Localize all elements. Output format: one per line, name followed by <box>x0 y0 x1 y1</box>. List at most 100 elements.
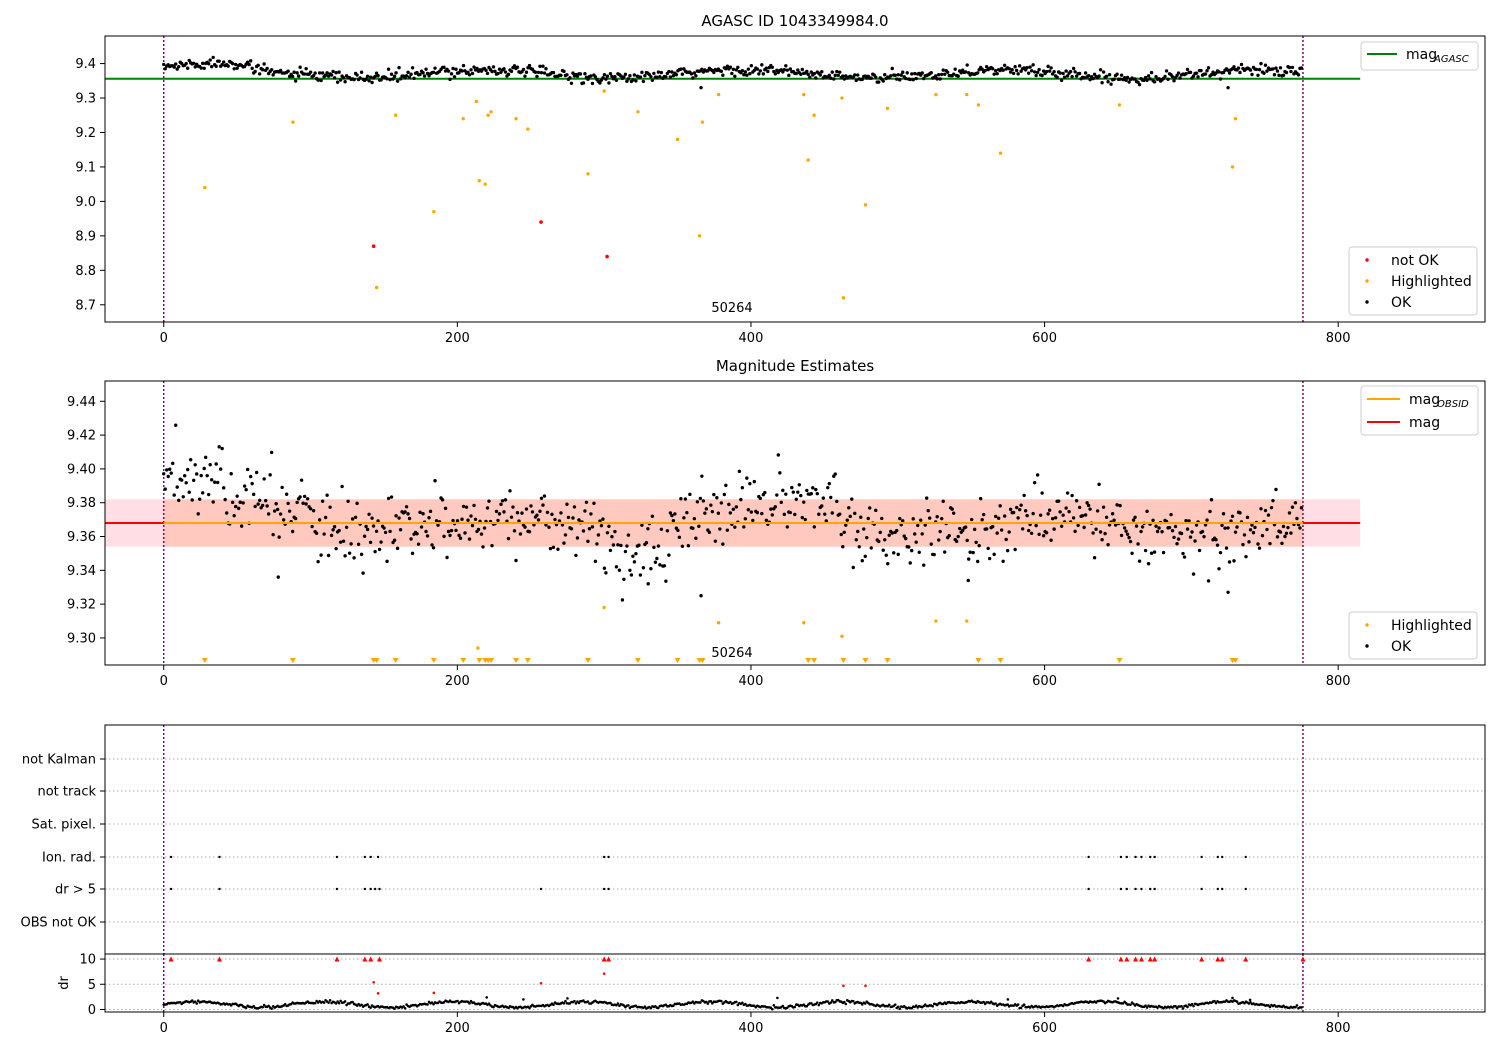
p2-clipped-marker <box>674 658 681 663</box>
p4-dr-clipped-marker <box>1300 956 1306 962</box>
p2-ok-point <box>1238 511 1242 515</box>
p2-ok-point <box>325 493 329 497</box>
p1-ok-point <box>448 77 452 82</box>
p2-ok-point <box>751 518 755 523</box>
p1-ok-point <box>226 64 230 68</box>
p2-ok-point <box>1155 529 1160 534</box>
p1-ok-point <box>1127 80 1131 84</box>
p4-dr-point <box>729 1000 732 1004</box>
p2-ok-point <box>1124 529 1128 533</box>
p4-dr-point <box>402 1005 405 1008</box>
p2-ok-point <box>515 511 520 515</box>
p2-ok-point <box>737 469 742 474</box>
p2-ok-point <box>887 533 891 537</box>
p4-dr-flagged-point <box>376 992 380 995</box>
p4-dr-point <box>343 1000 347 1003</box>
panel-1-title: AGASC ID 1043349984.0 <box>701 12 888 30</box>
p2-ok-point <box>1095 509 1100 513</box>
p2-ok-point <box>925 496 929 500</box>
p2-ok-point <box>859 515 863 519</box>
p1-ok-point <box>1007 66 1011 71</box>
p1-ok-point <box>1118 77 1122 81</box>
p1-ok-point <box>1025 65 1029 70</box>
p2-ok-point <box>803 517 807 522</box>
p1-ok-point <box>598 81 602 85</box>
p1-ok-point <box>503 70 508 74</box>
p1-ok-point <box>338 78 343 82</box>
p4-dr-point <box>403 1007 407 1010</box>
p2-ytick-label-7: 9.44 <box>67 395 96 410</box>
p1-ok-point <box>200 61 205 66</box>
p2-ok-point <box>442 534 446 539</box>
p2-ok-point <box>686 544 691 548</box>
p4-dr-point <box>1213 999 1216 1003</box>
p1-highlighted-point <box>432 210 436 214</box>
p2-ok-point <box>679 497 683 501</box>
p4-dr-point <box>643 1005 647 1008</box>
p1-ok-point <box>992 72 996 76</box>
p1-ok-point <box>761 72 766 76</box>
p1-ok-point <box>248 59 253 63</box>
p2-ok-point <box>602 566 607 570</box>
p2-ok-point <box>947 533 951 538</box>
p1-ok-point <box>1124 78 1128 82</box>
p2-ok-point <box>975 559 980 564</box>
p2-ok-point <box>536 518 541 522</box>
p2-ok-point <box>898 516 902 521</box>
p2-ok-point <box>557 519 562 523</box>
p1-ytick-label-1: 8.8 <box>75 264 96 279</box>
p2-ok-point <box>904 536 908 541</box>
p1-ok-point <box>323 73 328 77</box>
p3-flag-point <box>1140 855 1143 859</box>
p3-flag-label-0: not Kalman <box>22 753 96 768</box>
p2-ok-point <box>262 477 266 481</box>
p1-highlighted-point <box>812 113 816 117</box>
p2-ok-point <box>998 504 1002 508</box>
p2-ok-point <box>1209 498 1214 502</box>
p2-clipped-marker <box>201 658 208 663</box>
p2-ok-point <box>969 517 974 522</box>
p2-ok-point <box>1025 513 1029 518</box>
p2-ok-point <box>1094 527 1098 531</box>
p4-ytick-label-0: 0 <box>88 1003 96 1018</box>
p4-dr-flagged-point <box>372 980 375 984</box>
p4-dr-point <box>672 1004 675 1007</box>
p2-ok-point <box>620 598 625 602</box>
p4-dr-point <box>1180 1005 1183 1008</box>
p3-flag-point <box>373 887 377 891</box>
p1-ok-point <box>569 81 574 86</box>
p2-ok-point <box>631 554 635 558</box>
p2-ok-point <box>1004 537 1008 542</box>
p2-clipped-marker <box>392 658 399 663</box>
p2-ok-point <box>174 423 178 427</box>
p1-ok-point <box>1065 74 1070 78</box>
p2-ok-point <box>443 506 448 511</box>
p2-ok-point <box>163 487 167 491</box>
p4-dr-point <box>195 1002 199 1005</box>
p2-ok-point <box>598 519 602 523</box>
p2-ok-point <box>503 498 508 502</box>
p2-ok-point <box>748 481 752 486</box>
p2-ok-point <box>673 512 677 516</box>
p2-ok-point <box>963 525 968 529</box>
p1-ok-point <box>341 75 346 80</box>
p2-ok-point <box>1037 532 1041 537</box>
p2-ok-point <box>1029 531 1034 535</box>
p4-dr-point <box>771 1007 774 1011</box>
p1-ok-point <box>217 59 221 63</box>
p2-ok-point <box>350 517 355 521</box>
p2-ok-point <box>880 516 884 521</box>
p2-ok-point <box>1104 515 1109 520</box>
p4-dr-clipped-marker <box>1215 956 1221 962</box>
p1-ok-point <box>1031 63 1035 67</box>
p4-dr-point <box>914 1004 918 1008</box>
p2-ok-point <box>166 474 170 479</box>
p2-ok-point <box>895 528 899 533</box>
p1-ytick-label-5: 9.2 <box>75 126 96 141</box>
p2-ok-point <box>385 559 389 564</box>
p2-ok-point <box>211 500 215 504</box>
p2-ok-point <box>699 593 703 598</box>
p2-ok-point <box>1187 519 1191 523</box>
p1-ok-point <box>787 73 791 78</box>
p4-dr-point <box>193 1000 197 1003</box>
